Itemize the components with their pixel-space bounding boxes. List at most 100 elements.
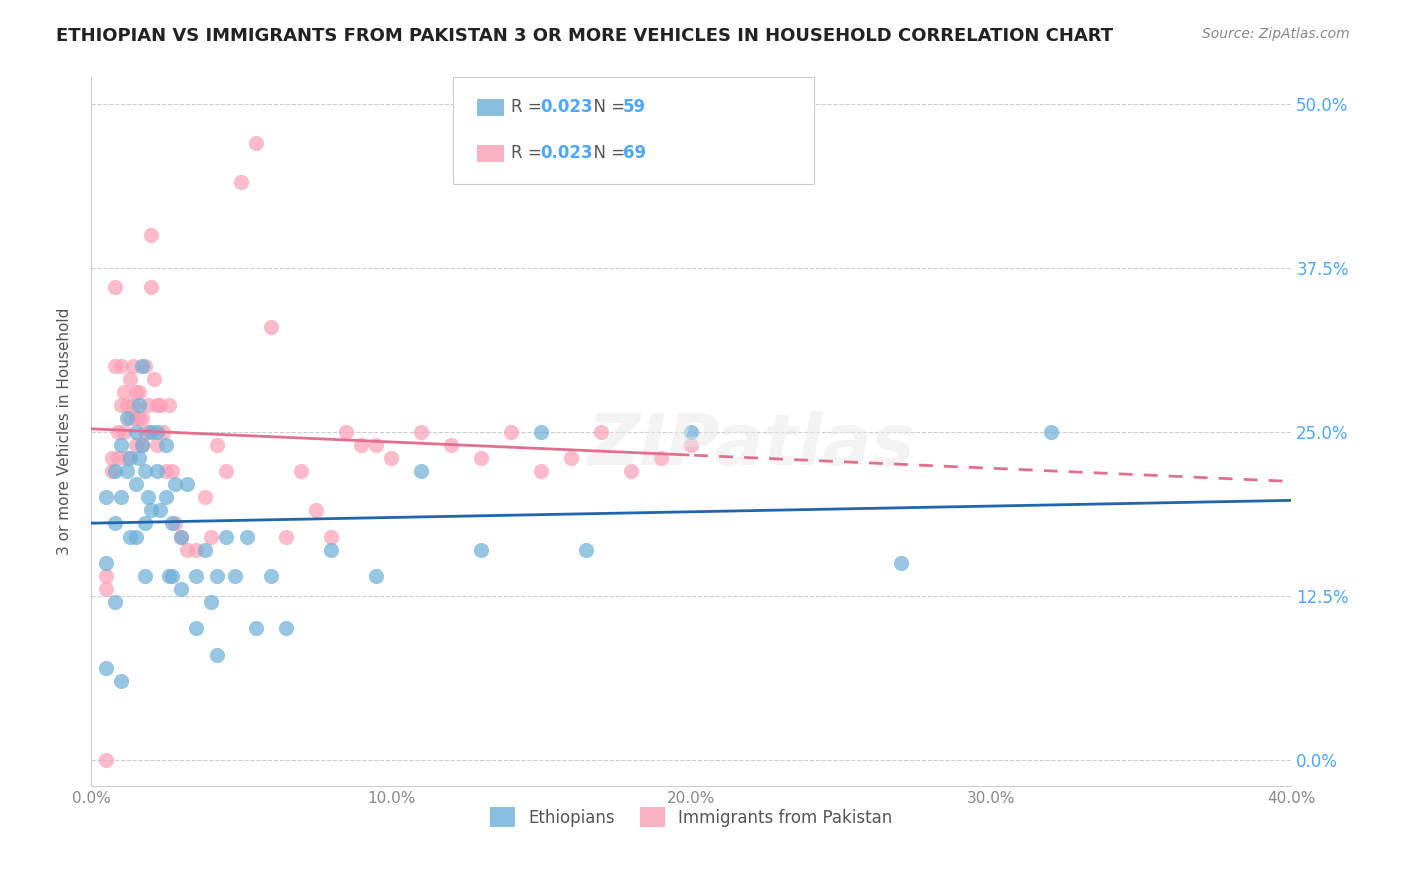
Point [215,530,238,544]
Point [155,438,177,452]
Point [155,464,177,478]
Point [131,359,153,373]
Point [170,530,193,544]
Point [364,569,387,583]
Point [260,319,283,334]
Point [94,661,117,675]
Point [170,530,193,544]
Point [131,438,153,452]
Point [591,425,613,439]
Point [125,530,148,544]
Point [681,425,703,439]
Point [470,542,492,557]
Point [290,464,312,478]
Point [149,503,172,517]
Point [350,438,373,452]
Point [530,464,553,478]
Text: 59: 59 [623,98,645,116]
Point [305,503,328,517]
Point [575,542,598,557]
Point [136,425,159,439]
Point [104,595,127,609]
Point [319,542,342,557]
Point [94,753,117,767]
Point [335,425,357,439]
Point [110,490,132,504]
Point [229,175,252,189]
Point [146,464,169,478]
Point [409,425,432,439]
Point [1040,425,1063,439]
Point [110,673,132,688]
Point [152,425,174,439]
Point [470,450,492,465]
Point [650,450,672,465]
Text: ZIPatlas: ZIPatlas [588,411,915,480]
Point [160,569,183,583]
Point [163,516,186,531]
Point [245,136,267,150]
FancyBboxPatch shape [478,145,503,162]
Legend: Ethiopians, Immigrants from Pakistan: Ethiopians, Immigrants from Pakistan [484,800,898,834]
Point [131,438,153,452]
Y-axis label: 3 or more Vehicles in Household: 3 or more Vehicles in Household [58,308,72,556]
Point [94,556,117,570]
Point [115,450,138,465]
Point [112,425,135,439]
Point [163,477,186,491]
Point [115,398,138,412]
Point [149,398,172,412]
Point [184,569,207,583]
Point [205,648,228,662]
Point [245,621,267,635]
Point [274,621,297,635]
Point [94,569,117,583]
Point [125,438,148,452]
Point [194,542,217,557]
Point [160,516,183,531]
Point [499,425,522,439]
Point [184,542,207,557]
Point [125,425,148,439]
Point [380,450,402,465]
Point [128,411,150,425]
Point [134,569,156,583]
Point [118,372,141,386]
Point [136,490,159,504]
Text: 0.023: 0.023 [540,145,592,162]
Point [142,372,165,386]
Point [194,490,217,504]
Point [157,398,180,412]
Point [112,385,135,400]
Point [146,398,169,412]
Text: R =: R = [510,98,547,116]
Point [125,411,148,425]
Point [115,411,138,425]
Point [364,438,387,452]
Point [104,280,127,294]
Point [134,516,156,531]
Text: R =: R = [510,145,547,162]
Point [530,425,553,439]
Point [139,280,162,294]
Point [681,438,703,452]
Point [94,582,117,596]
Point [118,450,141,465]
Point [139,503,162,517]
Point [890,556,912,570]
Point [409,464,432,478]
Point [125,385,148,400]
Point [139,425,162,439]
Point [205,569,228,583]
Text: N =: N = [583,145,630,162]
Point [104,359,127,373]
Text: N =: N = [583,98,630,116]
Point [157,569,180,583]
Point [440,438,463,452]
Point [200,530,222,544]
Point [620,464,643,478]
Text: 0.023: 0.023 [540,98,592,116]
Point [205,438,228,452]
Point [128,450,150,465]
Point [176,542,198,557]
